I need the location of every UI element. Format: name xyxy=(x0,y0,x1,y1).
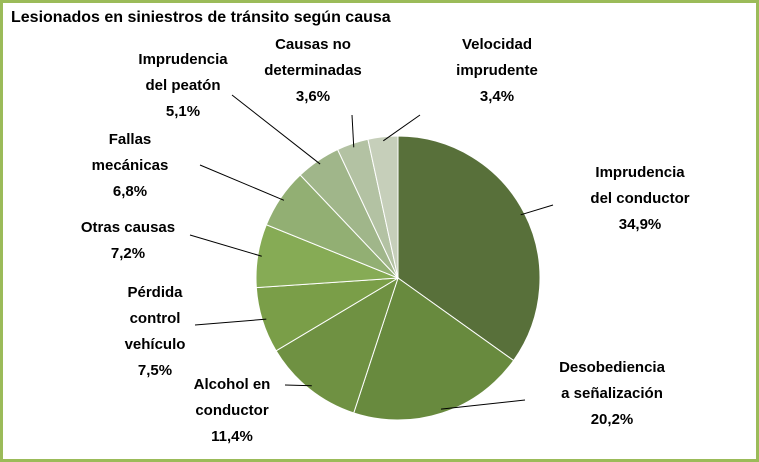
pie-slice xyxy=(397,135,541,362)
slice-label: Fallas mecánicas 6,8% xyxy=(92,127,169,205)
category-label: Alcohol en conductor xyxy=(193,376,271,419)
slice-label: Desobediencia a señalización 20,2% xyxy=(559,355,665,433)
category-label: Imprudencia del conductor xyxy=(590,164,690,207)
leader-line xyxy=(440,399,526,410)
value-label: 3,4% xyxy=(479,88,515,105)
pie-slice xyxy=(353,277,515,421)
slice-label: Imprudencia del peatón 5,1% xyxy=(138,47,227,125)
pie-slice xyxy=(367,135,399,279)
category-label: Fallas mecánicas xyxy=(91,131,169,174)
value-label: 3,6% xyxy=(295,88,331,105)
slice-label: Pérdida control vehículo 7,5% xyxy=(125,280,186,384)
leader-line xyxy=(520,204,554,216)
value-label: 7,2% xyxy=(110,245,146,262)
category-label: Imprudencia del peatón xyxy=(138,51,228,94)
value-label: 34,9% xyxy=(618,216,662,233)
value-label: 6,8% xyxy=(112,183,148,200)
value-label: 7,5% xyxy=(137,362,173,379)
value-label: 11,4% xyxy=(211,428,253,445)
category-label: Pérdida control vehículo xyxy=(124,284,186,353)
leader-line xyxy=(284,384,312,387)
slice-label: Imprudencia del conductor 34,9% xyxy=(590,160,689,238)
leader-line xyxy=(199,164,285,201)
slice-label: Alcohol en conductor 11,4% xyxy=(194,372,271,450)
value-label: 5,1% xyxy=(165,103,201,120)
pie-slice xyxy=(275,276,399,414)
slice-label: Causas no determinadas 3,6% xyxy=(264,32,362,110)
slice-label: Otras causas 7,2% xyxy=(81,215,175,267)
slice-label: Velocidad imprudente 3,4% xyxy=(456,32,538,110)
value-label: 20,2% xyxy=(590,411,634,428)
leader-line xyxy=(231,94,321,165)
leader-line xyxy=(189,234,262,257)
chart-title: Lesionados en siniestros de tránsito seg… xyxy=(11,9,391,26)
category-label: Velocidad imprudente xyxy=(456,36,538,79)
category-label: Otras causas xyxy=(80,219,176,236)
category-label: Causas no determinadas xyxy=(264,36,362,79)
leader-line xyxy=(194,318,267,326)
leader-line xyxy=(351,114,355,148)
category-label: Desobediencia a señalización xyxy=(559,359,665,402)
leader-line xyxy=(383,114,421,142)
